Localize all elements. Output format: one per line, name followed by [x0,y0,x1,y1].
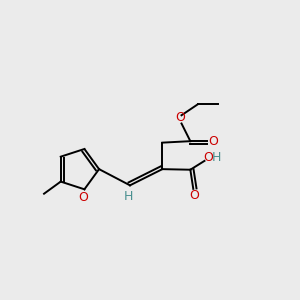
Text: H: H [212,152,221,164]
Text: O: O [175,110,185,124]
Text: O: O [78,191,88,204]
Text: O: O [203,152,213,164]
Text: O: O [208,135,218,148]
Text: H: H [124,190,133,203]
Text: O: O [189,189,199,202]
